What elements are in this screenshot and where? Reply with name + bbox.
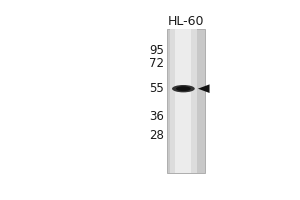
Text: 28: 28 xyxy=(149,129,164,142)
Polygon shape xyxy=(198,84,210,93)
Bar xyxy=(170,29,197,173)
Ellipse shape xyxy=(176,86,191,91)
Bar xyxy=(176,29,191,173)
Text: 72: 72 xyxy=(149,57,164,70)
Text: HL-60: HL-60 xyxy=(167,15,204,28)
Ellipse shape xyxy=(172,85,195,92)
Text: 95: 95 xyxy=(149,44,164,57)
Text: 36: 36 xyxy=(149,110,164,123)
Bar xyxy=(167,29,205,173)
Text: 55: 55 xyxy=(149,82,164,95)
